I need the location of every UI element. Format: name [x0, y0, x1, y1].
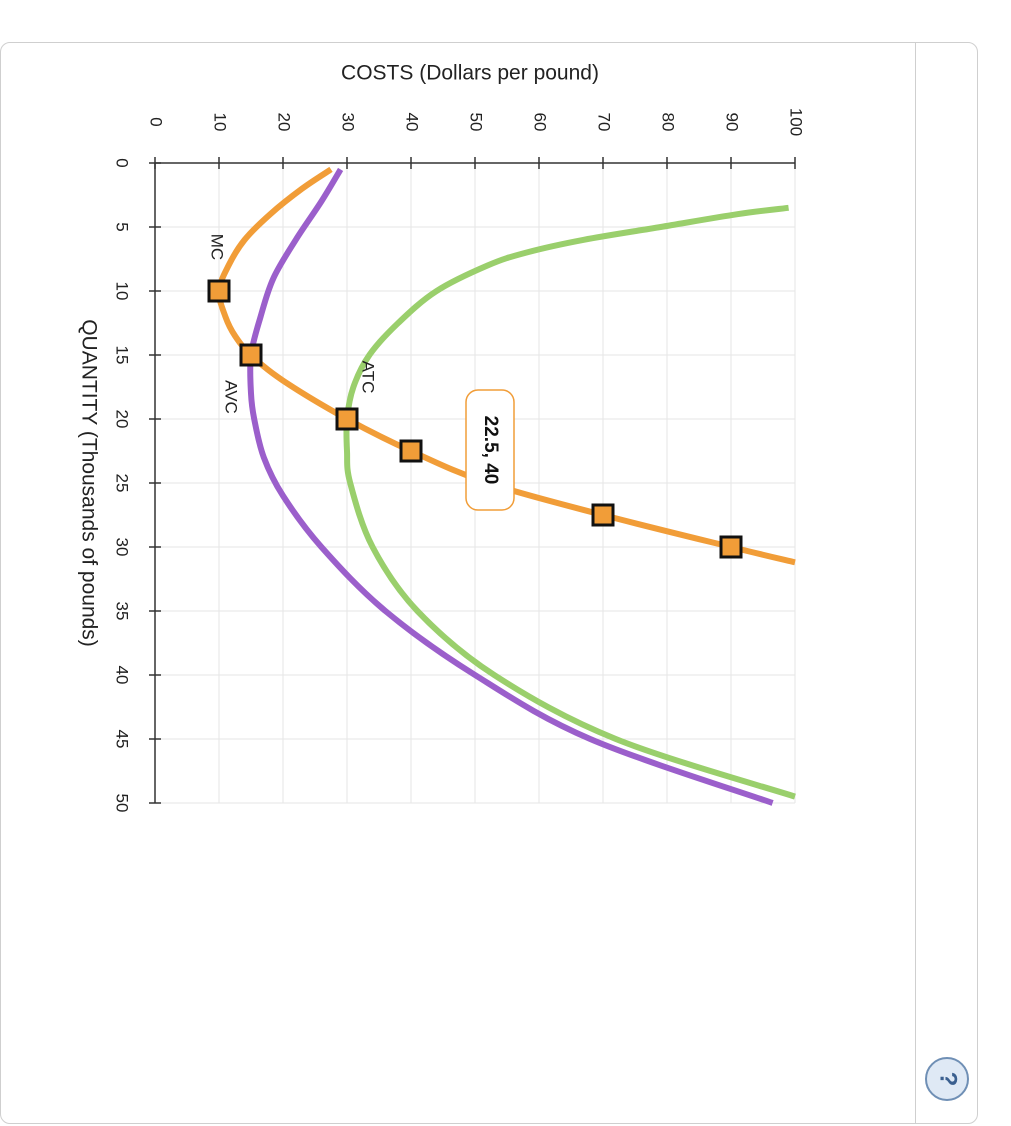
mc-point-marker — [719, 535, 743, 559]
quantity-axis-title: QUANTITY (Thousands of pounds) — [77, 319, 100, 647]
cost-tick-label: 40 — [403, 113, 422, 132]
cost-tick-label: 50 — [467, 113, 486, 132]
qty-tick-label: 30 — [113, 538, 132, 557]
grid-lines — [155, 163, 796, 804]
qty-tick-label: 10 — [113, 282, 132, 301]
qty-tick-label: 15 — [113, 346, 132, 365]
cost-tick-label: 20 — [275, 113, 294, 132]
qty-tick-label: 5 — [113, 222, 132, 231]
mc-label: MC — [208, 234, 227, 260]
cost-tick-label: 30 — [339, 113, 358, 132]
atc-label: ATC — [359, 361, 378, 394]
cost-tick-label: 0 — [147, 117, 166, 126]
mc-point-marker — [399, 439, 423, 463]
point-callout-label: 22.5, 40 — [480, 416, 501, 485]
qty-tick-label: 45 — [113, 730, 132, 749]
point-callout-box — [465, 389, 515, 511]
axes: 0 10 20 30 40 50 60 70 80 90 100 0 5 10 15 20 25 30 35 40 45… — [77, 62, 805, 813]
labels: MC AVC ATC 22.5, 40 — [208, 234, 515, 511]
mc-point-marker — [335, 407, 359, 431]
qty-tick-label: 20 — [113, 410, 132, 429]
cost-axis-title: COSTS (Dollars per pound) — [341, 62, 599, 85]
cost-tick-label: 60 — [531, 113, 550, 132]
avc-curve — [247, 167, 774, 806]
qty-tick-label: 50 — [113, 794, 132, 813]
question-panel — [0, 42, 978, 1124]
help-button[interactable]: ? — [925, 1057, 969, 1101]
mc-point-marker — [591, 503, 615, 527]
cost-tick-label: 10 — [211, 113, 230, 132]
cost-tick-label: 70 — [595, 113, 614, 132]
panel-divider — [915, 43, 916, 1123]
mc-point-marker — [207, 279, 231, 303]
avc-label: AVC — [222, 380, 241, 414]
qty-tick-label: 25 — [113, 474, 132, 493]
cost-tick-label: 80 — [659, 113, 678, 132]
qty-tick-label: 35 — [113, 602, 132, 621]
atc-curve — [343, 204, 796, 800]
mc-point-marker — [239, 343, 263, 367]
cost-tick-label: 100 — [787, 108, 806, 136]
qty-tick-label: 0 — [113, 158, 132, 167]
qty-tick-label: 40 — [113, 666, 132, 685]
cost-tick-label: 90 — [723, 113, 742, 132]
question-mark-icon: ? — [933, 1071, 961, 1087]
mc-markers — [207, 279, 743, 559]
